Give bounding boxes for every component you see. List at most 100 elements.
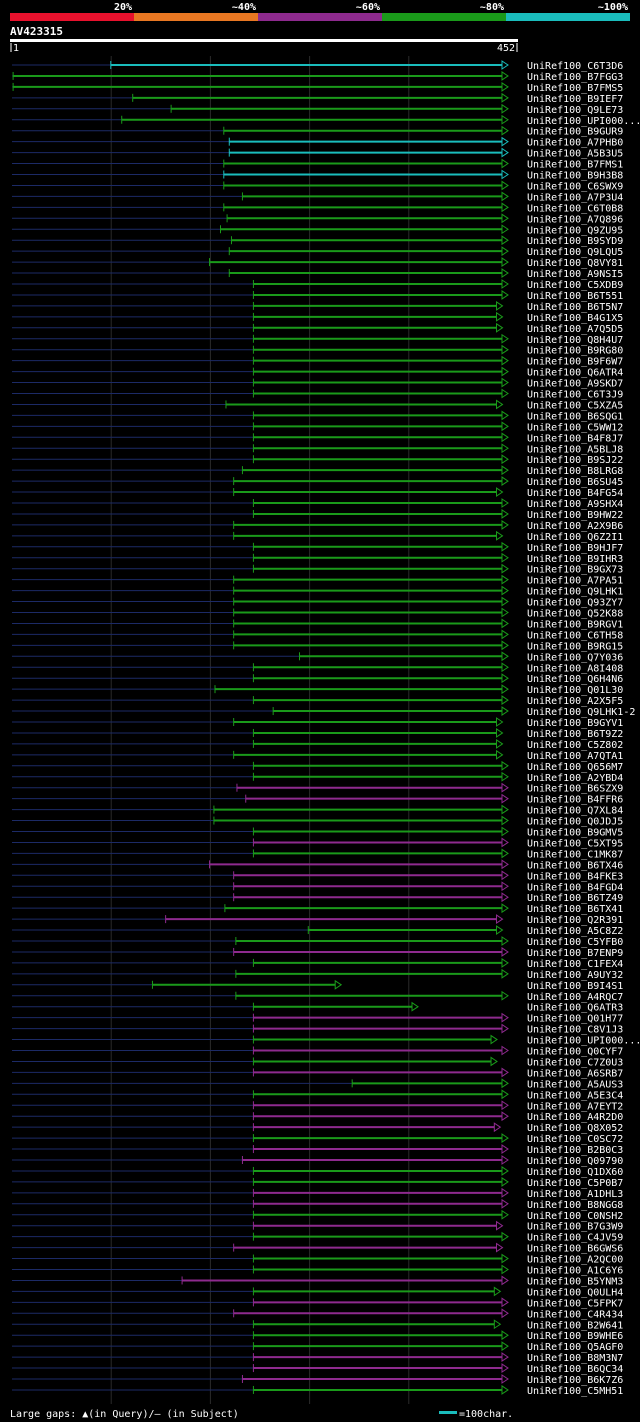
hit-row[interactable]: UniRef100_A9SHX4 [12, 498, 623, 510]
hit-row[interactable]: UniRef100_Q9LHK1 [12, 585, 623, 598]
hit-row[interactable]: UniRef100_B6SZX9 [12, 782, 623, 795]
hit-label[interactable]: UniRef100_B9SYD9 [527, 236, 623, 247]
hit-row[interactable]: UniRef100_C1FEX4 [12, 957, 623, 970]
hit-row[interactable]: UniRef100_A2X5F5 [12, 695, 623, 707]
hit-label[interactable]: UniRef100_A1C6Y6 [527, 1266, 623, 1277]
hit-label[interactable]: UniRef100_B9WHE6 [527, 1331, 623, 1342]
hit-row[interactable]: UniRef100_A9UY32 [12, 968, 623, 981]
hit-row[interactable]: UniRef100_UPI000... [12, 114, 640, 127]
hit-label[interactable]: UniRef100_Q8VY81 [527, 258, 623, 269]
hit-label[interactable]: UniRef100_B9GX73 [527, 565, 623, 576]
hit-row[interactable]: UniRef100_B6SU45 [12, 476, 623, 488]
hit-row[interactable]: UniRef100_B9F6W7 [12, 355, 623, 368]
hit-label[interactable]: UniRef100_B9GUR9 [527, 127, 623, 138]
hit-row[interactable]: UniRef100_Q9LQU5 [12, 246, 623, 258]
hit-row[interactable]: UniRef100_B4F8J7 [12, 432, 623, 444]
hit-label[interactable]: UniRef100_A9SHX4 [527, 499, 623, 510]
hit-row[interactable]: UniRef100_Q9LE73 [12, 103, 623, 116]
hit-row[interactable]: UniRef100_C5XZA5 [12, 399, 623, 411]
hit-label[interactable]: UniRef100_A6SRB7 [527, 1068, 623, 1079]
hit-row[interactable]: UniRef100_B8M3N7 [12, 1352, 623, 1364]
hit-row[interactable]: UniRef100_A1DHL3 [12, 1187, 623, 1200]
hit-label[interactable]: UniRef100_A2X5F5 [527, 696, 623, 707]
hit-label[interactable]: UniRef100_B7FMS5 [527, 83, 623, 94]
hit-row[interactable]: UniRef100_A7Q896 [12, 213, 623, 225]
hit-row[interactable]: UniRef100_C5XDB9 [12, 279, 623, 291]
hit-row[interactable]: UniRef100_A4RQC7 [12, 990, 623, 1003]
hit-row[interactable]: UniRef100_B6T5N7 [12, 300, 623, 313]
hit-label[interactable]: UniRef100_A9SKD7 [527, 379, 623, 390]
hit-row[interactable]: UniRef100_C4JV59 [12, 1231, 623, 1244]
hit-label[interactable]: UniRef100_B4F8J7 [527, 433, 623, 444]
hit-label[interactable]: UniRef100_B8LRG8 [527, 466, 623, 477]
hit-label[interactable]: UniRef100_B9GMV5 [527, 828, 623, 839]
hit-label[interactable]: UniRef100_C4JV59 [527, 1233, 623, 1244]
hit-label[interactable]: UniRef100_A7PA51 [527, 576, 623, 587]
hit-label[interactable]: UniRef100_B4FG54 [527, 488, 623, 499]
hit-row[interactable]: UniRef100_C5WW12 [12, 421, 623, 433]
hit-label[interactable]: UniRef100_B6T5N7 [527, 302, 623, 313]
hit-row[interactable]: UniRef100_C5YFB0 [12, 936, 623, 948]
hit-row[interactable]: UniRef100_A4R2D0 [12, 1111, 623, 1123]
hit-label[interactable]: UniRef100_B9IHR3 [527, 554, 623, 565]
hit-label[interactable]: UniRef100_A7P3U4 [527, 192, 623, 203]
hit-row[interactable]: UniRef100_Q5AGF0 [12, 1341, 623, 1353]
hit-row[interactable]: UniRef100_A9SKD7 [12, 377, 623, 390]
hit-row[interactable]: UniRef100_A7PHB0 [12, 136, 623, 149]
hit-label[interactable]: UniRef100_C1MK87 [527, 849, 623, 860]
hit-row[interactable]: UniRef100_A7Q5D5 [12, 322, 623, 335]
hit-label[interactable]: UniRef100_C7Z0U3 [527, 1057, 623, 1068]
hit-row[interactable]: UniRef100_Q93ZY7 [12, 596, 623, 609]
hit-label[interactable]: UniRef100_B9H3B8 [527, 171, 623, 182]
hit-row[interactable]: UniRef100_Q8H4U7 [12, 333, 623, 346]
hit-row[interactable]: UniRef100_B6QC34 [12, 1363, 623, 1375]
hit-row[interactable]: UniRef100_C7Z0U3 [12, 1056, 623, 1068]
hit-row[interactable]: UniRef100_B4FG54 [12, 487, 623, 499]
hit-label[interactable]: UniRef100_A9UY32 [527, 970, 623, 981]
hit-row[interactable]: UniRef100_C5MH51 [12, 1385, 623, 1397]
hit-label[interactable]: UniRef100_C5XT95 [527, 838, 623, 849]
hit-label[interactable]: UniRef100_B9IEF7 [527, 94, 623, 105]
hit-label[interactable]: UniRef100_B9GYV1 [527, 718, 623, 729]
hit-label[interactable]: UniRef100_B6QC34 [527, 1364, 623, 1375]
hit-row[interactable]: UniRef100_B9RG80 [12, 344, 623, 357]
hit-row[interactable]: UniRef100_B6SQG1 [12, 410, 623, 422]
hit-label[interactable]: UniRef100_B5YNM3 [527, 1276, 623, 1287]
hit-label[interactable]: UniRef100_Q9LE73 [527, 105, 623, 116]
hit-label[interactable]: UniRef100_Q6ATR4 [527, 368, 623, 379]
hit-label[interactable]: UniRef100_B9RG15 [527, 641, 623, 652]
hit-row[interactable]: UniRef100_Q01L30 [12, 684, 623, 696]
hit-label[interactable]: UniRef100_A5E3C4 [527, 1090, 623, 1101]
hit-row[interactable]: UniRef100_A5AUS3 [12, 1078, 623, 1090]
hit-label[interactable]: UniRef100_Q6H4N6 [527, 674, 623, 685]
hit-label[interactable]: UniRef100_A4R2D0 [527, 1112, 623, 1123]
hit-label[interactable]: UniRef100_B6T551 [527, 291, 623, 302]
hit-row[interactable]: UniRef100_Q09790 [12, 1155, 623, 1167]
hit-label[interactable]: UniRef100_A1DHL3 [527, 1189, 623, 1200]
hit-row[interactable]: UniRef100_C0NSH2 [12, 1209, 623, 1222]
hit-row[interactable]: UniRef100_B9RG15 [12, 640, 623, 652]
hit-row[interactable]: UniRef100_Q9LHK1-2 [12, 706, 635, 718]
hit-label[interactable]: UniRef100_B2W641 [527, 1320, 623, 1331]
hit-row[interactable]: UniRef100_A5C8Z2 [12, 925, 623, 937]
hit-row[interactable]: UniRef100_B9GYV1 [12, 717, 623, 729]
hit-row[interactable]: UniRef100_B4FKE3 [12, 870, 623, 882]
hit-label[interactable]: UniRef100_C5WW12 [527, 422, 623, 433]
hit-label[interactable]: UniRef100_Q9LQU5 [527, 247, 623, 258]
hit-label[interactable]: UniRef100_Q7XL84 [527, 806, 623, 817]
hit-label[interactable]: UniRef100_Q656M7 [527, 762, 623, 773]
hit-label[interactable]: UniRef100_B9SJ22 [527, 455, 623, 466]
hit-label[interactable]: UniRef100_B6SU45 [527, 477, 623, 488]
hit-label[interactable]: UniRef100_Q9LHK1-2 [527, 707, 635, 718]
hit-label[interactable]: UniRef100_B9RGV1 [527, 619, 623, 630]
hit-label[interactable]: UniRef100_B7FMS1 [527, 160, 623, 171]
hit-label[interactable]: UniRef100_C4R434 [527, 1309, 623, 1320]
hit-label[interactable]: UniRef100_B9HW22 [527, 510, 623, 521]
hit-row[interactable]: UniRef100_Q01H77 [12, 1012, 623, 1025]
hit-label[interactable]: UniRef100_A5BLJ8 [527, 444, 623, 455]
hit-row[interactable]: UniRef100_Q6H4N6 [12, 673, 623, 685]
hit-label[interactable]: UniRef100_Q01L30 [527, 685, 623, 696]
hit-row[interactable]: UniRef100_Q7Y036 [12, 651, 623, 663]
hit-label[interactable]: UniRef100_B7FGG3 [527, 72, 623, 83]
hit-label[interactable]: UniRef100_B2B0C3 [527, 1145, 623, 1156]
